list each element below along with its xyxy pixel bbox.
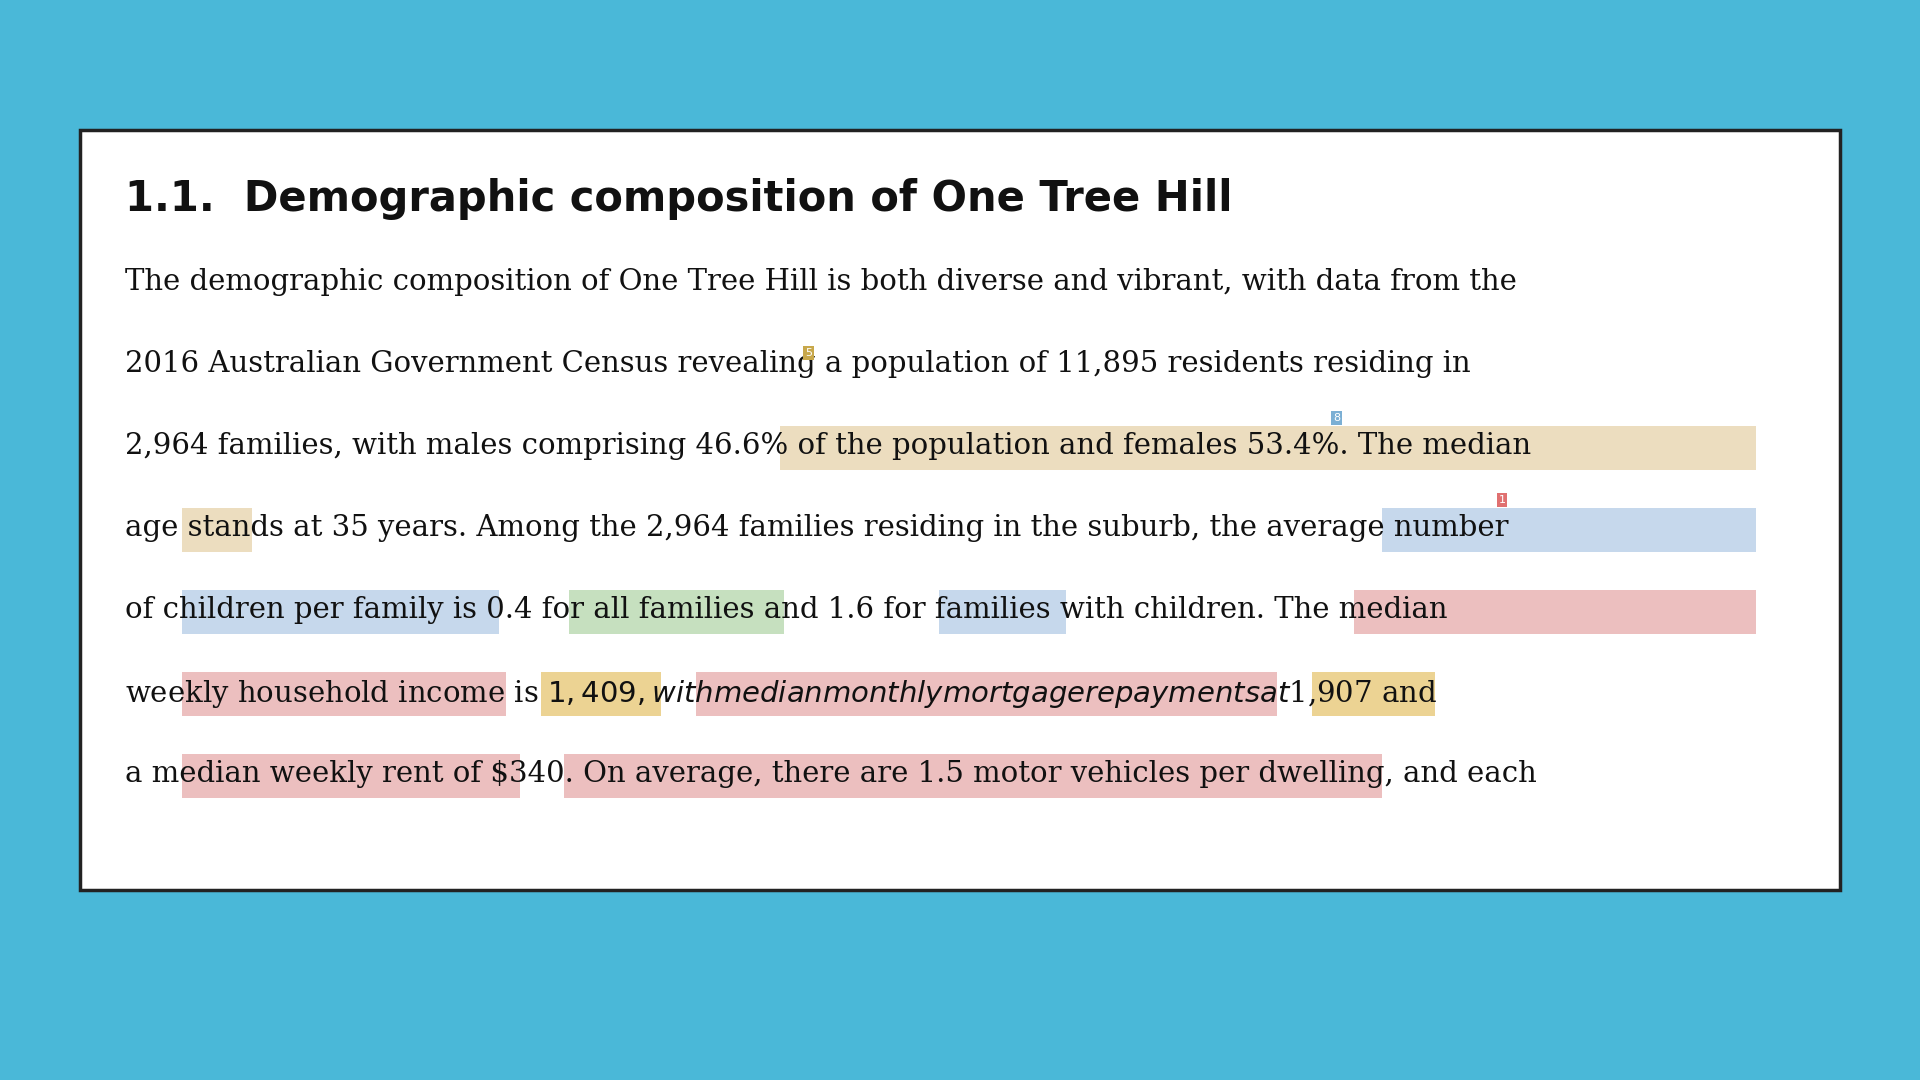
Text: 5: 5 [804,348,812,357]
Text: a median weekly rent of $340. On average, there are 1.5 motor vehicles per dwell: a median weekly rent of $340. On average… [125,760,1536,788]
Bar [81,130,1839,890]
Text: 1: 1 [1500,495,1505,505]
Bar [939,590,1066,634]
Text: 8: 8 [1332,413,1340,423]
Bar [182,754,520,798]
Text: 2,964 families, with males comprising 46.6% of the population and females 53.4%.: 2,964 families, with males comprising 46… [125,432,1530,460]
Text: of children per family is 0.4 for all families and 1.6 for families with childre: of children per family is 0.4 for all fa… [125,596,1448,624]
Bar [568,590,783,634]
Bar [1354,590,1755,634]
Bar [182,672,505,716]
Bar [1311,672,1436,716]
Text: weekly household income is $1,409, with median monthly mortgage repayments at $1: weekly household income is $1,409, with … [125,678,1438,710]
Text: 2016 Australian Government Census revealing a population of 11,895 residents res: 2016 Australian Government Census reveal… [125,350,1471,378]
Bar [695,672,1277,716]
Bar [541,672,660,716]
Text: 1.1.  Demographic composition of One Tree Hill: 1.1. Demographic composition of One Tree… [125,178,1233,220]
Bar [564,754,1382,798]
Bar [1382,508,1755,552]
Text: age stands at 35 years. Among the 2,964 families residing in the suburb, the ave: age stands at 35 years. Among the 2,964 … [125,514,1509,542]
Bar [780,426,1755,470]
Text: The demographic composition of One Tree Hill is both diverse and vibrant, with d: The demographic composition of One Tree … [125,268,1517,296]
Bar [182,508,253,552]
Bar [182,590,499,634]
